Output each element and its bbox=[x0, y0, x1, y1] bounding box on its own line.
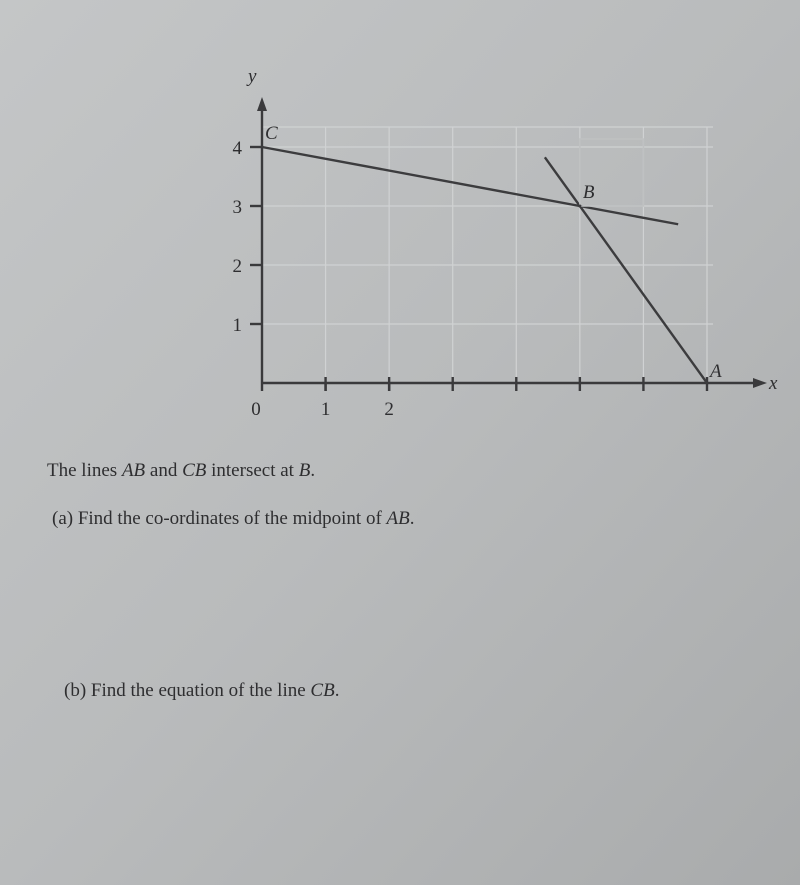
text-run: . bbox=[310, 460, 315, 481]
y-arrow bbox=[257, 97, 267, 111]
x-tick-label: 1 bbox=[321, 399, 331, 420]
text-run: and bbox=[145, 460, 182, 481]
y-tick-label: 3 bbox=[233, 197, 243, 218]
point bbox=[705, 381, 709, 385]
text-run: CB bbox=[182, 460, 207, 481]
text-run: (a) Find the co-ordinates of the midpoin… bbox=[52, 508, 387, 529]
y-tick-label: 1 bbox=[233, 315, 243, 336]
y-axis-label: y bbox=[246, 66, 257, 87]
point-label: C bbox=[265, 123, 278, 144]
statement: The lines AB and CB intersect at B. bbox=[47, 460, 315, 481]
text-run: CB bbox=[310, 680, 335, 701]
question-a: (a) Find the co-ordinates of the midpoin… bbox=[52, 508, 415, 529]
point bbox=[578, 204, 582, 208]
text-run: (b) Find the equation of the line bbox=[64, 680, 310, 701]
line-ab bbox=[543, 156, 708, 384]
text-block: The lines AB and CB intersect at B. (a) F… bbox=[47, 460, 415, 701]
figure: x y 0 1 2 1 2 3 4 C B A bbox=[233, 66, 779, 420]
y-tick-label: 2 bbox=[233, 256, 243, 277]
x-axis-label: x bbox=[768, 373, 778, 394]
x-arrow bbox=[753, 378, 767, 388]
text-run: AB bbox=[385, 508, 411, 529]
x-tick-label: 0 bbox=[251, 399, 261, 420]
box bbox=[579, 138, 645, 207]
line-cb bbox=[261, 145, 679, 226]
text-run: . bbox=[335, 680, 340, 701]
question-b: (b) Find the equation of the line CB. bbox=[64, 680, 339, 701]
x-tick-label: 2 bbox=[384, 399, 394, 420]
y-tick-label: 4 bbox=[233, 138, 243, 159]
text-run: . bbox=[410, 508, 415, 529]
text-run: The lines bbox=[47, 460, 122, 481]
point-label: A bbox=[708, 361, 722, 382]
text-run: AB bbox=[120, 460, 146, 481]
point-label: B bbox=[583, 182, 595, 203]
point bbox=[260, 145, 264, 149]
text-run: intersect at bbox=[206, 460, 298, 481]
text-run: B bbox=[299, 460, 311, 481]
